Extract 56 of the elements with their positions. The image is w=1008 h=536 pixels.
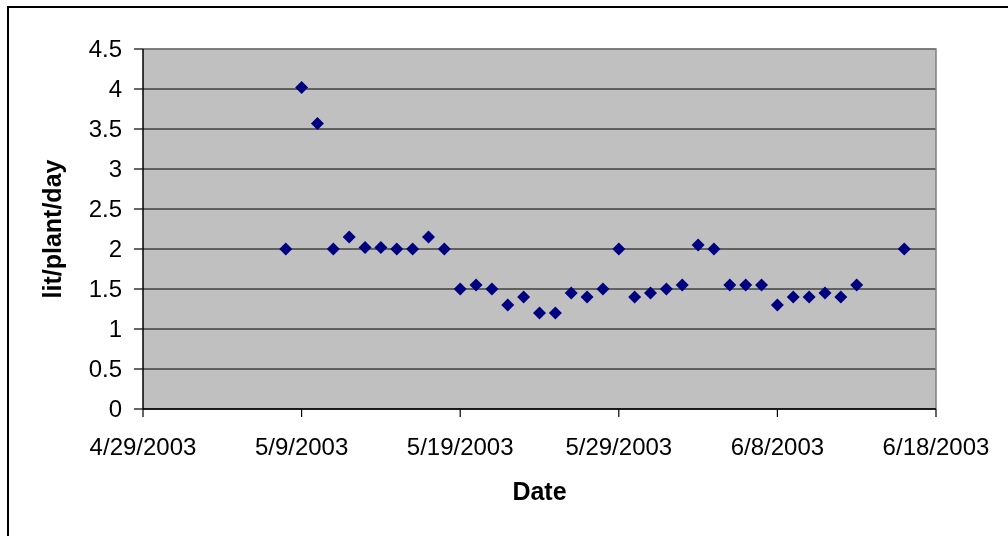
point [644, 286, 658, 300]
y-axis-title: lit/plant/day [38, 159, 66, 299]
y-tick-label: 0.5 [88, 355, 122, 383]
y-tick-label: 1.5 [88, 275, 122, 303]
y-tick-label: 0 [108, 395, 122, 423]
point [818, 286, 832, 300]
point [612, 242, 626, 256]
point [897, 242, 911, 256]
point [453, 282, 467, 296]
point [786, 290, 800, 304]
point [834, 290, 848, 304]
point [707, 242, 721, 256]
point [755, 278, 769, 292]
point [437, 242, 451, 256]
point [469, 278, 483, 292]
point [802, 290, 816, 304]
point [723, 278, 737, 292]
y-tick-label: 4 [108, 75, 122, 103]
y-tick-label: 4.5 [88, 35, 122, 63]
point [691, 238, 705, 252]
y-tick-label: 1 [108, 315, 122, 343]
point [596, 282, 610, 296]
x-tick-label: 6/8/2003 [730, 433, 825, 460]
point [850, 278, 864, 292]
point [485, 282, 499, 296]
point [564, 286, 578, 300]
y-tick-label: 3 [108, 155, 122, 183]
point [295, 80, 309, 94]
point [421, 230, 435, 244]
x-tick-label: 5/29/2003 [565, 433, 673, 460]
point [342, 230, 356, 244]
point [628, 290, 642, 304]
point [310, 116, 324, 130]
point [406, 242, 420, 256]
x-axis-title: Date [512, 477, 567, 505]
point [358, 240, 372, 254]
point [501, 298, 515, 312]
point [659, 282, 673, 296]
x-tick-label: 4/29/2003 [89, 433, 197, 460]
point [390, 242, 404, 256]
point [279, 242, 293, 256]
point [517, 290, 531, 304]
point [326, 242, 340, 256]
point [739, 278, 753, 292]
point [374, 240, 388, 254]
x-tick-label: 5/19/2003 [406, 433, 514, 460]
point [533, 306, 546, 320]
x-tick-label: 5/9/2003 [254, 433, 349, 460]
point [770, 298, 784, 312]
point [675, 278, 689, 292]
y-tick-label: 2.5 [88, 195, 122, 223]
x-tick-label: 6/18/2003 [882, 433, 990, 460]
y-tick-label: 2 [108, 235, 122, 263]
point [548, 306, 562, 320]
y-tick-label: 3.5 [88, 115, 122, 143]
point [580, 290, 594, 304]
